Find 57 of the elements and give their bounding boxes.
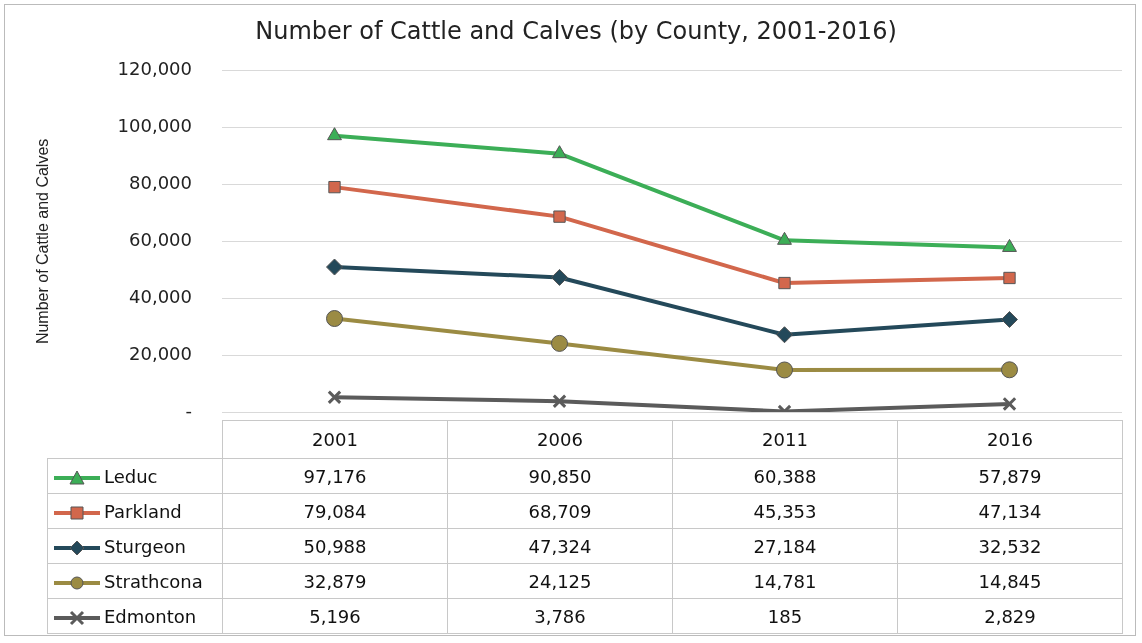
data-label: 32,879 xyxy=(222,563,448,599)
data-label: 97,176 xyxy=(222,458,448,494)
point xyxy=(551,334,568,352)
data-label: 57,879 xyxy=(897,458,1123,494)
point xyxy=(326,258,343,276)
data-label: 47,134 xyxy=(897,493,1123,529)
point xyxy=(553,210,566,223)
data-label: 14,845 xyxy=(897,563,1123,599)
y-tick-label: 60,000 xyxy=(129,229,192,251)
x-tick-label: 2001 xyxy=(222,420,448,459)
legend-label: Edmonton xyxy=(104,605,197,627)
x-tick-label: 2011 xyxy=(672,420,898,459)
point xyxy=(327,390,342,405)
data-label: 60,388 xyxy=(672,458,898,494)
y-tick-label: 100,000 xyxy=(117,115,192,137)
data-label: 2,829 xyxy=(897,598,1123,634)
point xyxy=(1003,271,1016,285)
point xyxy=(1002,396,1017,412)
legend-label: Leduc xyxy=(104,465,158,487)
y-tick-label: 120,000 xyxy=(117,58,192,80)
point xyxy=(327,127,342,141)
point xyxy=(1001,311,1018,328)
point xyxy=(328,180,341,194)
legend-label: Sturgeon xyxy=(104,535,186,557)
legend-label: Parkland xyxy=(104,500,182,522)
point xyxy=(776,326,793,344)
chart-title: Number of Cattle and Calves (by County, 2001-2016) xyxy=(255,16,897,45)
point xyxy=(778,276,791,290)
data-label: 68,709 xyxy=(447,493,673,529)
point xyxy=(1002,238,1017,252)
data-label: 27,184 xyxy=(672,528,898,564)
data-label: 3,786 xyxy=(447,598,673,634)
data-label: 90,850 xyxy=(447,458,673,494)
point xyxy=(326,310,343,328)
legend-label: Strathcona xyxy=(104,570,203,592)
point xyxy=(777,231,792,245)
x-tick-label: 2016 xyxy=(897,420,1123,459)
data-label: 47,324 xyxy=(447,528,673,564)
y-tick-label: 40,000 xyxy=(129,285,192,307)
point xyxy=(551,268,568,286)
point xyxy=(552,145,567,159)
data-label: 5,196 xyxy=(222,598,448,634)
point xyxy=(552,394,567,409)
data-label: 14,781 xyxy=(672,563,898,599)
data-label: 32,532 xyxy=(897,528,1123,564)
data-label: 79,084 xyxy=(222,493,448,529)
x-tick-label: 2006 xyxy=(447,420,673,459)
point xyxy=(776,361,793,379)
y-tick-label: 80,000 xyxy=(129,172,192,194)
y-axis-title: Number of Cattle and Calves xyxy=(34,138,52,345)
y-tick-label: 20,000 xyxy=(129,342,192,364)
point xyxy=(1001,361,1018,379)
data-label: 45,353 xyxy=(672,493,898,529)
y-tick-label: - xyxy=(185,399,192,421)
data-label: 50,988 xyxy=(222,528,448,564)
data-label: 24,125 xyxy=(447,563,673,599)
data-label: 185 xyxy=(672,598,898,634)
